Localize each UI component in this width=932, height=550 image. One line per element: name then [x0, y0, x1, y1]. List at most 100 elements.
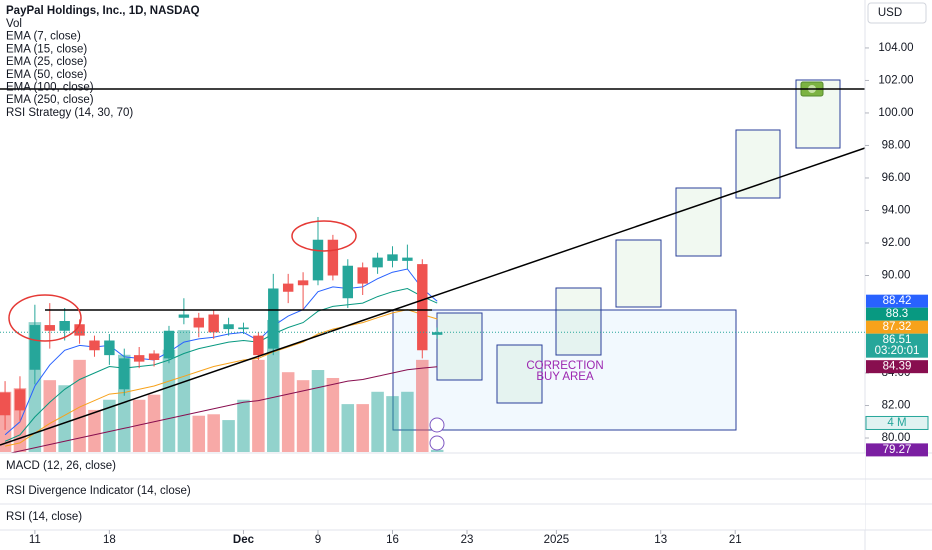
highlight-circle — [8, 294, 82, 342]
volume-bar — [416, 359, 429, 452]
x-tick-label: 21 — [729, 534, 742, 546]
price-label-box — [866, 360, 928, 374]
price-axis: 104.00 102.00 100.00 98.00 96.00 94.00 92.00 90… — [865, 42, 914, 444]
legend-entry: EMA (100, close) — [6, 82, 94, 94]
y-tick-label: 94.00 — [882, 205, 911, 217]
x-tick-label: Dec — [233, 534, 255, 546]
x-tick-label: 9 — [315, 534, 321, 546]
candle-body — [163, 330, 175, 359]
y-tick-label: 82.00 — [882, 400, 911, 412]
y-tick-label: 102.00 — [878, 74, 913, 86]
price-label-box — [865, 415, 929, 430]
pane-title: RSI Divergence Indicator (14, close) — [6, 485, 191, 497]
projection-box — [496, 344, 543, 404]
annotation: CORRECTION — [526, 360, 603, 372]
volume-bar — [207, 414, 220, 452]
volume-bar — [326, 377, 340, 452]
projection-box — [675, 187, 722, 257]
price-label: 86.51 — [883, 334, 912, 346]
volume-bar — [0, 391, 12, 452]
projection-box — [615, 239, 662, 308]
y-tick-label: 100.00 — [878, 107, 913, 119]
candle-body — [282, 283, 294, 292]
candle-body — [14, 389, 26, 411]
candle-body — [253, 335, 264, 356]
ema-line — [4, 287, 438, 442]
candle-body — [402, 257, 413, 261]
volume-bar — [356, 404, 369, 452]
candle-body — [89, 340, 100, 351]
candle-body — [297, 280, 309, 286]
y-tick-label: 98.00 — [882, 139, 911, 151]
y-tick-label: 96.00 — [882, 172, 911, 184]
price-label-box — [866, 333, 928, 358]
pane-title: RSI (14, close) — [6, 511, 82, 523]
candle-body — [342, 265, 354, 299]
price-label-box — [866, 307, 928, 321]
volume-bar — [147, 394, 161, 452]
x-tick-label: 23 — [461, 534, 474, 546]
candle-body — [178, 314, 190, 318]
price-label-box — [866, 443, 928, 457]
price-label: 87.32 — [883, 321, 912, 333]
price-label: 79.27 — [883, 444, 912, 456]
lower-panes: MACD (12, 26, close) RSI Divergence Indi… — [0, 452, 932, 531]
candle-body — [119, 358, 130, 390]
candle-body — [357, 267, 368, 284]
event-icon — [429, 417, 445, 433]
ema-layer — [4, 268, 438, 455]
legend-entry: EMA (25, close) — [6, 56, 87, 68]
drawings — [392, 79, 841, 431]
x-tick-label: 11 — [29, 534, 41, 546]
y-tick-label: 104.00 — [878, 42, 913, 54]
volume-bar — [73, 359, 86, 452]
candle-body — [417, 264, 428, 351]
candle-body — [327, 239, 339, 276]
trend-drawings — [0, 88, 866, 451]
event-icon — [429, 435, 445, 451]
candle-body — [312, 239, 324, 281]
currency-box[interactable] — [867, 2, 927, 24]
volume-bar — [341, 404, 355, 452]
x-tick-label: 2025 — [544, 534, 570, 546]
legend-entry: EMA (7, close) — [6, 31, 81, 43]
volume-bar — [311, 370, 325, 452]
candle-body — [74, 324, 85, 336]
legend-entry: EMA (15, close) — [6, 43, 87, 55]
price-label-box — [866, 320, 928, 334]
ema-line — [4, 309, 438, 447]
countdown: 03:20:01 — [875, 345, 920, 357]
y-tick-label: 92.00 — [882, 237, 911, 249]
price-label: 4 M — [887, 417, 906, 429]
volume-bar — [237, 399, 250, 452]
volume-bar — [162, 349, 176, 452]
projection-box — [555, 287, 602, 356]
volume-bar — [401, 391, 414, 452]
currency[interactable]: USD — [878, 7, 902, 19]
projection-box — [735, 129, 781, 199]
candle-body — [104, 340, 115, 356]
candle-body — [208, 314, 219, 333]
y-tick-label: 80.00 — [882, 432, 911, 444]
volume-bar — [252, 359, 265, 452]
volume-bar — [192, 415, 206, 452]
candle-body — [0, 392, 11, 416]
trend-line — [0, 147, 866, 446]
volume-layer — [0, 319, 444, 452]
candle-body — [44, 325, 55, 331]
candle-body — [387, 254, 398, 261]
chart-title: PayPal Holdings, Inc., 1D, NASDAQ — [6, 5, 200, 17]
candle-body — [148, 353, 160, 361]
candle-body — [59, 320, 70, 331]
candle-body — [238, 327, 249, 330]
pane-bg — [0, 453, 865, 530]
ema-line — [4, 268, 438, 436]
volume-bar — [132, 399, 146, 452]
volume-bar — [88, 409, 101, 452]
candle-body — [193, 317, 204, 328]
time-axis: 11 18 Dec 9 16 23 2025 13 21 — [29, 530, 742, 546]
price-label-box — [866, 294, 928, 308]
